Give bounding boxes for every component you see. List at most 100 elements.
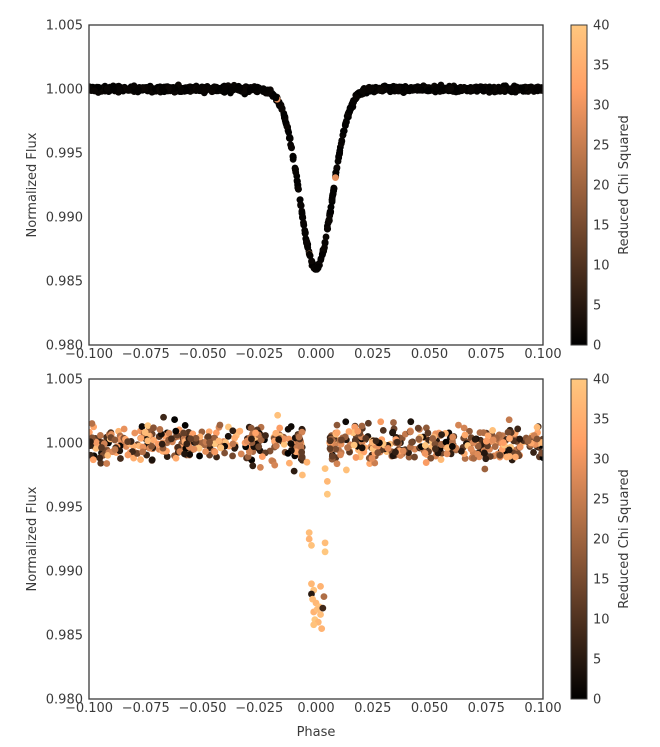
data-point [533, 85, 541, 93]
data-point [271, 461, 279, 469]
data-point [321, 539, 329, 547]
data-point [350, 441, 358, 449]
data-point [287, 440, 295, 447]
y-tick-label: 1.005 [46, 19, 83, 34]
x-tick-label: −0.025 [235, 701, 283, 716]
data-point [306, 252, 314, 260]
data-point [117, 455, 124, 462]
data-point [394, 84, 402, 91]
data-point [246, 86, 254, 93]
data-point [303, 458, 311, 466]
data-point [318, 625, 326, 632]
data-point [338, 436, 345, 444]
data-point [326, 208, 334, 216]
plot-frame [88, 378, 544, 700]
data-point [322, 233, 330, 241]
data-point [443, 450, 451, 458]
data-point [90, 87, 98, 95]
data-point [236, 427, 244, 435]
data-point [330, 185, 338, 192]
data-point [337, 451, 344, 459]
data-point [332, 174, 339, 182]
data-point [353, 94, 360, 102]
y-tick-label: 0.980 [46, 693, 83, 708]
data-point [156, 426, 164, 433]
data-point [280, 440, 288, 448]
data-point [482, 455, 490, 463]
data-point [320, 245, 328, 253]
data-point [202, 448, 209, 455]
data-point [221, 83, 229, 91]
data-point [141, 428, 149, 436]
data-point [476, 429, 484, 436]
data-point [236, 85, 244, 92]
data-point [354, 427, 362, 435]
data-point [390, 419, 397, 426]
data-point [204, 433, 212, 441]
data-point [295, 433, 303, 441]
x-tick-label: 0.075 [468, 701, 505, 716]
data-point [260, 85, 267, 93]
data-point [424, 87, 432, 94]
data-point [411, 453, 418, 461]
data-point [505, 416, 513, 424]
colorbar-label: Reduced Chi Squared [617, 115, 632, 255]
data-point [452, 86, 460, 93]
x-tick-label: 0.025 [354, 701, 391, 716]
data-point [217, 444, 225, 452]
data-point [111, 436, 119, 444]
data-point [231, 434, 239, 442]
x-tick-label: 0.000 [297, 701, 334, 716]
y-tick-label: 0.980 [46, 339, 83, 354]
data-point [377, 418, 385, 426]
top-panel: −0.100 −0.075 −0.050 −0.025 0.000 0.025 0.050 0… [25, 19, 632, 363]
data-point [285, 459, 293, 467]
data-point [358, 444, 366, 452]
data-point [496, 451, 504, 459]
data-point [284, 425, 292, 433]
data-point [262, 432, 269, 439]
data-point [538, 449, 543, 457]
data-point [480, 449, 488, 457]
x-tick-label: 0.100 [524, 701, 561, 716]
data-point [139, 448, 147, 456]
data-point [131, 429, 139, 437]
data-point [160, 413, 167, 421]
data-point [144, 437, 152, 445]
x-tick-label: −0.075 [122, 347, 170, 362]
y-tick-label: 1.000 [46, 437, 83, 452]
data-point [352, 454, 360, 461]
data-point [392, 448, 399, 456]
x-tick-label: −0.100 [65, 701, 113, 716]
data-point [342, 466, 350, 474]
data-point [431, 445, 439, 453]
data-point [422, 424, 430, 432]
data-point [421, 442, 429, 449]
data-point [336, 149, 344, 157]
data-point [448, 443, 456, 450]
data-point [195, 444, 203, 452]
data-point [294, 177, 301, 185]
data-point [120, 425, 128, 433]
x-tick-label: 0.050 [411, 347, 448, 362]
data-point [272, 429, 280, 437]
data-point [366, 460, 374, 468]
x-tick-label: −0.025 [235, 347, 283, 362]
data-point [300, 219, 307, 227]
x-tick-label: 0.025 [354, 347, 391, 362]
data-point [334, 157, 342, 165]
y-tick-label: 0.995 [46, 501, 83, 516]
data-point [186, 451, 194, 458]
data-point [333, 460, 341, 468]
data-point [274, 411, 282, 419]
data-point [489, 436, 497, 444]
data-point [183, 440, 191, 448]
data-point [314, 264, 322, 271]
data-point [406, 87, 413, 95]
data-point [364, 86, 372, 93]
y-tick-label: 0.985 [46, 275, 83, 290]
data-point [138, 423, 146, 430]
data-point [358, 422, 366, 430]
colorbar [570, 24, 588, 346]
data-point [211, 448, 219, 456]
